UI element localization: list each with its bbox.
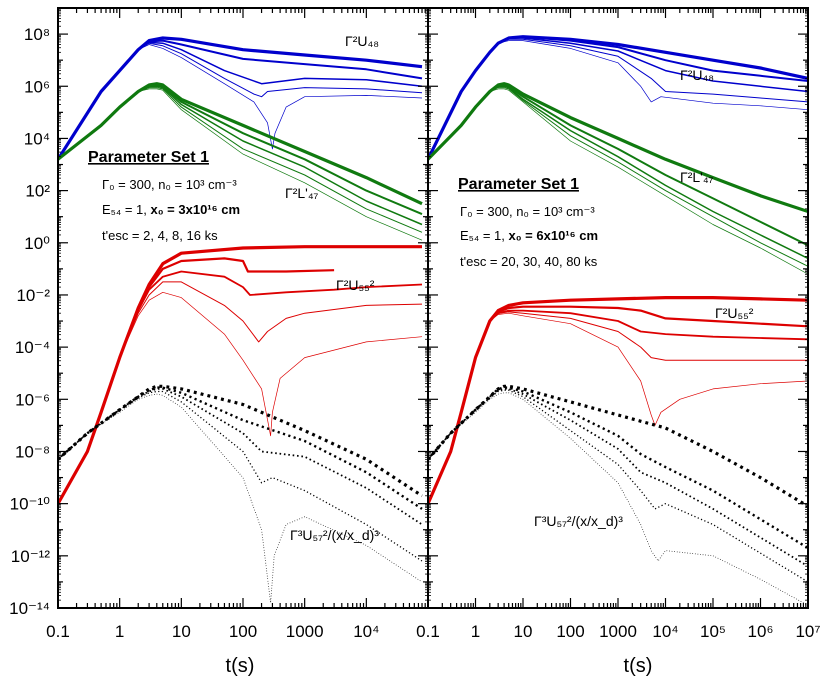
x-tick-label: 100 [556, 622, 584, 641]
left-annotation: Parameter Set 1 Γ₀ = 300, n₀ = 10³ cm⁻³ … [88, 149, 240, 243]
curve-left-g3-c0 [58, 384, 423, 498]
y-tick-label: 10⁻² [16, 286, 50, 305]
curve-right-g2-c4 [428, 312, 808, 504]
curve-right-g1-c4 [428, 88, 808, 275]
right-annotation-line2-plain: E₅₄ = 1, [460, 228, 508, 243]
curve-right-g3-c4 [428, 392, 808, 606]
x-tick-label: 0.1 [46, 622, 70, 641]
right-curves [428, 35, 808, 606]
curve-right-g2-c0 [428, 296, 808, 505]
x-tick-label: 100 [229, 622, 257, 641]
x-tick-label: 10⁴ [652, 622, 678, 641]
x-tick-label: 10⁵ [700, 622, 726, 641]
left-annotation-line2: E₅₄ = 1, x₀ = 3x10¹⁶ cm [102, 202, 240, 217]
y-tick-label: 10⁻¹⁴ [9, 599, 50, 618]
x-tick-label: 1 [471, 622, 480, 641]
x-tick-label: 10⁷ [795, 622, 820, 641]
left-annotation-title: Parameter Set 1 [88, 149, 209, 166]
curve-right-g3-c1 [428, 386, 808, 550]
left-annotation-line1: Γ₀ = 300, n₀ = 10³ cm⁻³ [102, 177, 237, 192]
left-label-black: Γ³U₅₇²/(x/x_d)³ [290, 527, 379, 543]
x-tick-label: 1000 [286, 622, 324, 641]
curve-left-g0-c4 [58, 44, 423, 160]
left-plot-frame [57, 7, 429, 609]
right-annotation: Parameter Set 1 Γ₀ = 300, n₀ = 10³ cm⁻³ … [458, 176, 598, 269]
curve-right-g3-c2 [428, 388, 808, 568]
left-ticks [57, 7, 429, 609]
curve-left-g0-c0 [58, 36, 423, 161]
curve-left-g0-c1 [58, 39, 423, 160]
right-ticks [427, 7, 809, 609]
curve-right-g1-c1 [428, 84, 808, 247]
y-tick-label: 10⁰ [24, 234, 50, 253]
right-label-green: Γ²L'₄₇ [680, 169, 714, 185]
right-annotation-line1: Γ₀ = 300, n₀ = 10³ cm⁻³ [460, 204, 595, 219]
y-tick-label: 10⁻⁶ [15, 390, 50, 409]
curve-right-g2-c2 [428, 309, 808, 505]
y-tick-label: 10⁸ [24, 25, 50, 44]
right-label-red: Γ²U₅₅² [715, 305, 754, 321]
y-tick-label: 10⁻⁴ [15, 338, 50, 357]
left-y-tick-labels: 10⁸ 10⁶ 10⁴ 10² 10⁰ 10⁻² 10⁻⁴ 10⁻⁶ 10⁻⁸ 10⁻¹⁰ 10⁻¹… [9, 25, 50, 618]
curve-left-g1-c4 [58, 88, 423, 241]
left-label-blue: Γ²U₄₈ [345, 33, 379, 49]
curve-left-g3-c1 [58, 386, 423, 510]
curve-right-g3-c3 [428, 389, 808, 583]
left-annotation-line2-bold: x₀ = 3x10¹⁶ cm [150, 202, 240, 217]
right-annotation-line2: E₅₄ = 1, x₀ = 6x10¹⁶ cm [460, 228, 598, 243]
y-tick-label: 10⁶ [24, 77, 50, 96]
x-tick-label: 0.1 [416, 622, 440, 641]
left-panel: 10⁸ 10⁶ 10⁴ 10² 10⁰ 10⁻² 10⁻⁴ 10⁻⁶ 10⁻⁸ 10⁻¹⁰ 10⁻¹… [9, 7, 429, 677]
right-x-tick-labels: 0.1 1 10 100 1000 10⁴ 10⁵ 10⁶ 10⁷ [416, 622, 820, 641]
left-x-tick-labels: 0.1 1 10 100 1000 10⁴ [46, 622, 379, 641]
right-annotation-line3: t'esc = 20, 30, 40, 80 ks [460, 254, 598, 269]
x-tick-label: 10⁴ [353, 622, 379, 641]
x-tick-label: 10 [172, 622, 191, 641]
x-tick-label: 10 [514, 622, 533, 641]
curve-left-g2-c4 [58, 291, 423, 504]
y-tick-label: 10⁻⁸ [15, 442, 50, 461]
curve-left-g2-c1 [58, 257, 335, 505]
curve-left-g3-c4 [58, 393, 423, 604]
y-tick-label: 10⁻¹² [11, 547, 51, 566]
y-tick-label: 10² [25, 182, 50, 201]
left-label-green: Γ²L'₄₇ [285, 185, 319, 201]
right-x-axis-label: t(s) [624, 655, 653, 677]
y-tick-label: 10⁴ [24, 129, 50, 148]
right-label-blue: Γ²U₄₈ [680, 67, 714, 83]
x-tick-label: 1000 [599, 622, 637, 641]
left-x-axis-label: t(s) [226, 655, 255, 677]
left-label-red: Γ²U₅₅² [336, 277, 375, 293]
curve-right-g3-c0 [428, 384, 808, 508]
left-annotation-line3: t'esc = 2, 4, 8, 16 ks [102, 228, 218, 243]
right-annotation-title: Parameter Set 1 [458, 176, 579, 193]
right-panel: 0.1 1 10 100 1000 10⁴ 10⁵ 10⁶ 10⁷ t(s) Parameter… [416, 7, 821, 677]
curve-left-g3-c2 [58, 388, 423, 526]
curve-right-g2-c3 [428, 311, 808, 504]
curve-left-g2-c3 [58, 281, 423, 504]
right-label-black: Γ³U₅₇²/(x/x_d)³ [534, 513, 623, 529]
left-annotation-line2-plain: E₅₄ = 1, [102, 202, 150, 217]
right-annotation-line2-bold: x₀ = 6x10¹⁶ cm [508, 228, 598, 243]
curve-right-g0-c4 [428, 40, 808, 160]
curve-right-g2-c1 [428, 305, 808, 505]
left-curves [58, 36, 423, 604]
x-tick-label: 1 [115, 622, 124, 641]
x-tick-label: 10⁶ [748, 622, 774, 641]
curve-left-g2-c2 [58, 270, 423, 505]
curve-left-g3-c3 [58, 390, 423, 562]
y-tick-label: 10⁻¹⁰ [10, 495, 51, 514]
